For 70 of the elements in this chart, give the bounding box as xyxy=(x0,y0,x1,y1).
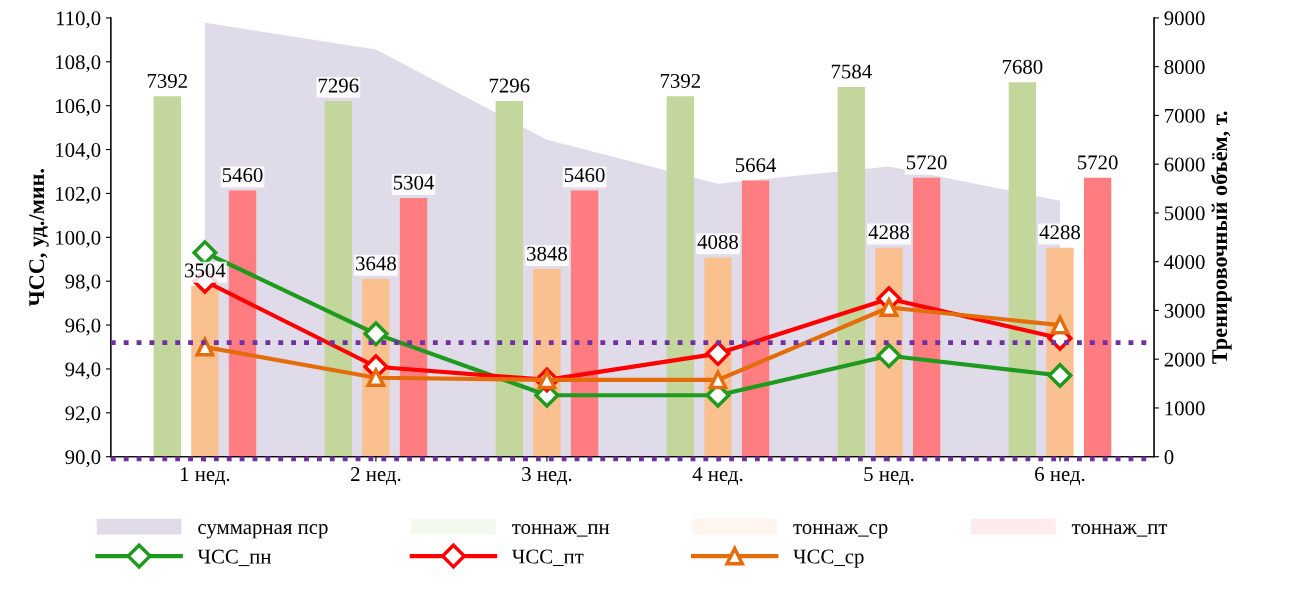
data-label: 7296 xyxy=(489,78,530,93)
y2-tick-label: 7000 xyxy=(1165,108,1205,123)
y-tick-label: 100,0 xyxy=(56,230,101,248)
data-label: 7680 xyxy=(1002,59,1043,74)
y-tick-label: 106,0 xyxy=(56,99,101,117)
y-axis-title: ЧСС, уд./мин. xyxy=(29,169,49,307)
y-tick-label: 110,0 xyxy=(56,11,101,29)
bar xyxy=(1008,82,1037,457)
data-label: 7296 xyxy=(318,78,359,93)
data-label: 5720 xyxy=(906,155,947,170)
data-label: 5460 xyxy=(222,168,263,183)
x-tick-label: 6 нед. xyxy=(1035,467,1085,485)
y2-tick-label: 0 xyxy=(1164,450,1174,465)
x-tick-label: 1 нед. xyxy=(180,467,230,485)
data-label: 3648 xyxy=(356,256,396,271)
bar xyxy=(837,86,866,457)
y-tick-label: 102,0 xyxy=(56,186,101,204)
bar xyxy=(666,96,695,457)
point xyxy=(1049,313,1071,335)
data-label: 5304 xyxy=(393,175,435,190)
y-tick-label: 104,0 xyxy=(56,142,101,160)
y-tick-label: 98,0 xyxy=(65,274,101,292)
legend-label: тоннаж_пт xyxy=(1071,524,1168,537)
legend-label: ЧСС_ср xyxy=(793,549,864,568)
y2-tick-label: 5000 xyxy=(1164,206,1205,221)
data-label: 3504 xyxy=(185,263,226,278)
x-tick-label: 4 нед. xyxy=(692,467,743,485)
data-label: 5664 xyxy=(735,158,777,173)
bar xyxy=(495,100,523,457)
legend-label: тоннаж_пн xyxy=(512,524,610,537)
data-label: 4288 xyxy=(1039,225,1081,240)
data-label: 5460 xyxy=(564,168,605,183)
point xyxy=(879,298,899,317)
legend-label: ЧСС_пн xyxy=(197,549,271,567)
y2-tick-label: 9000 xyxy=(1164,11,1205,26)
x-tick-label: 3 нед. xyxy=(522,467,572,485)
point xyxy=(707,368,729,390)
bar xyxy=(399,198,428,457)
y-tick-label: 94,0 xyxy=(65,362,101,380)
y2-tick-label: 6000 xyxy=(1164,157,1205,172)
data-label: 7584 xyxy=(831,64,872,79)
data-label: 7392 xyxy=(660,73,701,88)
point xyxy=(366,368,386,388)
bar xyxy=(153,96,181,457)
x-tick-label: 5 нед. xyxy=(864,467,914,485)
y2-tick-label: 4000 xyxy=(1164,255,1205,270)
legend-label: суммарная пср xyxy=(198,524,328,539)
y-tick-label: 96,0 xyxy=(65,318,101,336)
y-tick-label: 108,0 xyxy=(56,55,101,73)
data-label: 7392 xyxy=(147,73,187,88)
data-label: 4288 xyxy=(868,225,909,240)
data-label: 3848 xyxy=(527,246,567,261)
y-tick-label: 92,0 xyxy=(65,406,101,424)
y2-tick-label: 8000 xyxy=(1164,60,1205,75)
data-label: 5720 xyxy=(1077,155,1118,170)
y2-axis-title: Тренировочный объём, т. xyxy=(1210,111,1232,364)
point xyxy=(363,321,389,347)
bar xyxy=(741,180,770,457)
x-tick-label: 2 нед. xyxy=(351,467,401,485)
y2-tick-label: 3000 xyxy=(1164,303,1205,318)
data-label: 4088 xyxy=(697,234,738,249)
point xyxy=(1047,362,1073,389)
legend-label: ЧСС_пт xyxy=(511,549,584,567)
y-tick-label: 90,0 xyxy=(65,450,101,468)
y2-tick-label: 2000 xyxy=(1164,352,1205,367)
point xyxy=(705,341,731,367)
legend-label: тоннаж_ср xyxy=(793,524,888,539)
point xyxy=(876,343,902,369)
y2-tick-label: 1000 xyxy=(1165,401,1205,416)
bar xyxy=(1083,177,1112,457)
